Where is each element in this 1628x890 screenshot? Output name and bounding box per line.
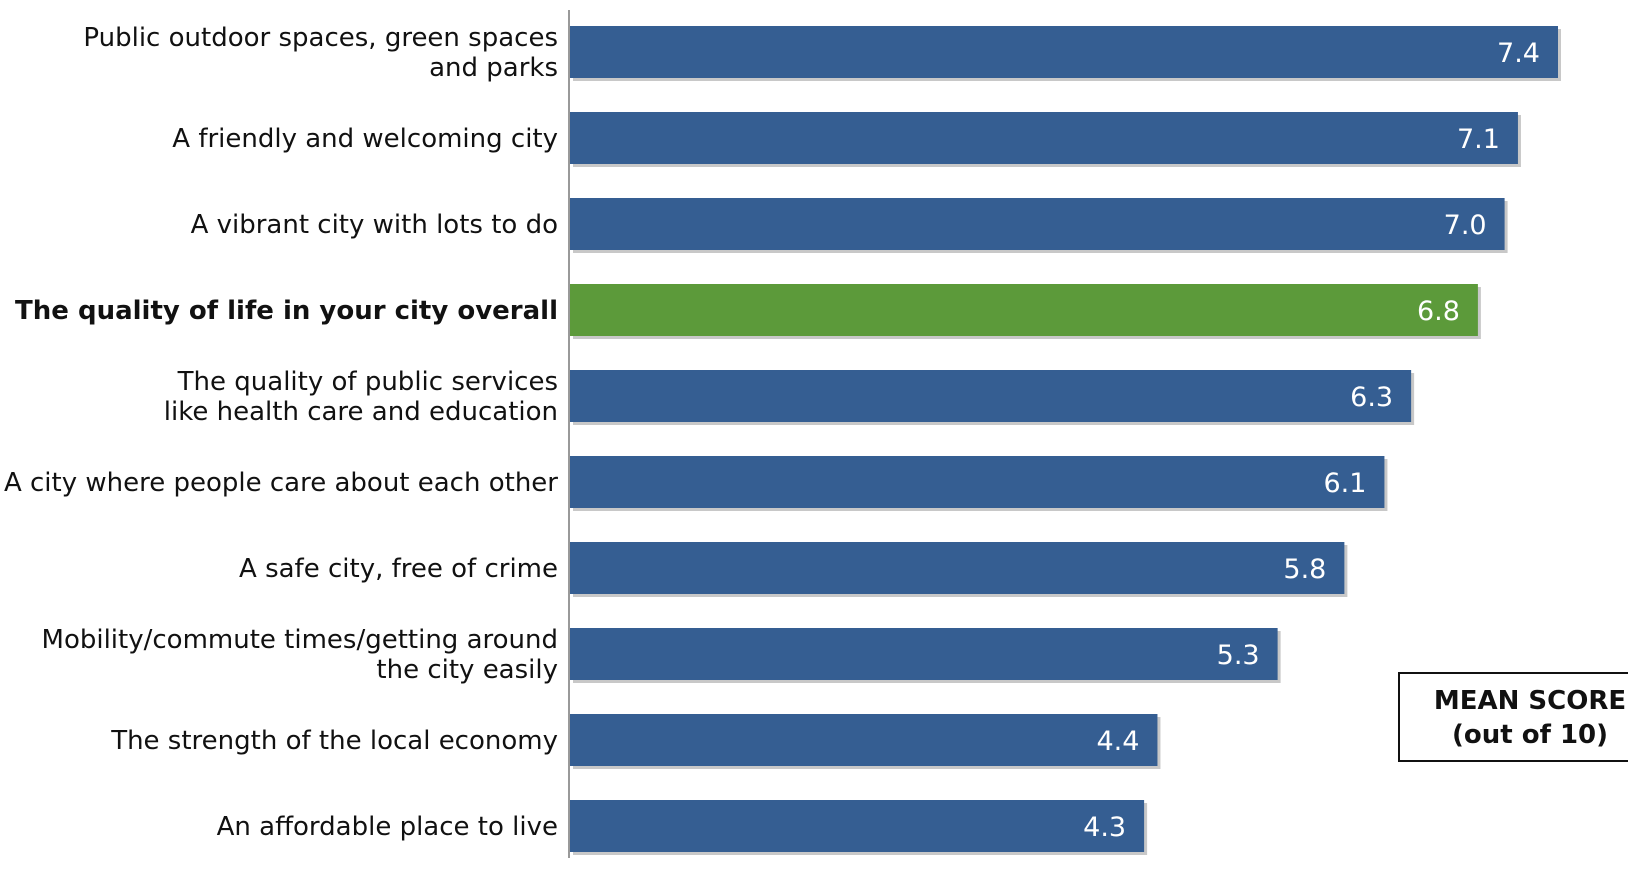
category-label: like health care and education xyxy=(164,397,558,427)
bar xyxy=(570,542,1345,594)
bar xyxy=(570,370,1412,422)
category-label: Mobility/commute times/getting around xyxy=(42,625,558,655)
bar xyxy=(570,800,1145,852)
bar xyxy=(570,112,1518,164)
category-label: and parks xyxy=(429,53,558,83)
category-label: A friendly and welcoming city xyxy=(172,124,558,154)
bar-value-label: 6.8 xyxy=(1417,296,1460,327)
category-label: A vibrant city with lots to do xyxy=(191,210,558,240)
category-label: The quality of public services xyxy=(177,367,558,397)
bar-value-label: 5.3 xyxy=(1217,640,1260,671)
category-label: The quality of life in your city overall xyxy=(15,296,558,326)
category-label: The strength of the local economy xyxy=(110,726,558,756)
category-label: Public outdoor spaces, green spaces xyxy=(83,23,558,53)
bar-value-label: 7.4 xyxy=(1497,38,1540,69)
legend-subtitle: (out of 10) xyxy=(1451,720,1609,750)
bars-layer: 7.4 7.1 7.0 6.8 6.3 6.1 5.8 5.3 4.4 4.3 xyxy=(570,26,1561,855)
bar-value-label: 6.3 xyxy=(1350,382,1393,413)
category-label: the city easily xyxy=(376,655,558,685)
bar xyxy=(570,628,1278,680)
bar-value-label: 6.1 xyxy=(1323,468,1366,499)
bar-value-label: 4.3 xyxy=(1083,812,1126,843)
bar xyxy=(570,26,1558,78)
legend-title: MEAN SCORE xyxy=(1433,686,1627,716)
bar-value-label: 7.1 xyxy=(1457,124,1500,155)
bar xyxy=(570,714,1158,766)
bar xyxy=(570,198,1505,250)
bar xyxy=(570,456,1385,508)
bar-highlight xyxy=(570,284,1478,336)
category-label: An affordable place to live xyxy=(217,812,558,842)
mean-score-legend-box: MEAN SCORE (out of 10) xyxy=(1398,672,1628,762)
bar-value-label: 5.8 xyxy=(1283,554,1326,585)
bar-value-label: 7.0 xyxy=(1444,210,1487,241)
category-label: A safe city, free of crime xyxy=(239,554,558,584)
category-label: A city where people care about each othe… xyxy=(4,468,558,498)
bar-value-label: 4.4 xyxy=(1097,726,1140,757)
